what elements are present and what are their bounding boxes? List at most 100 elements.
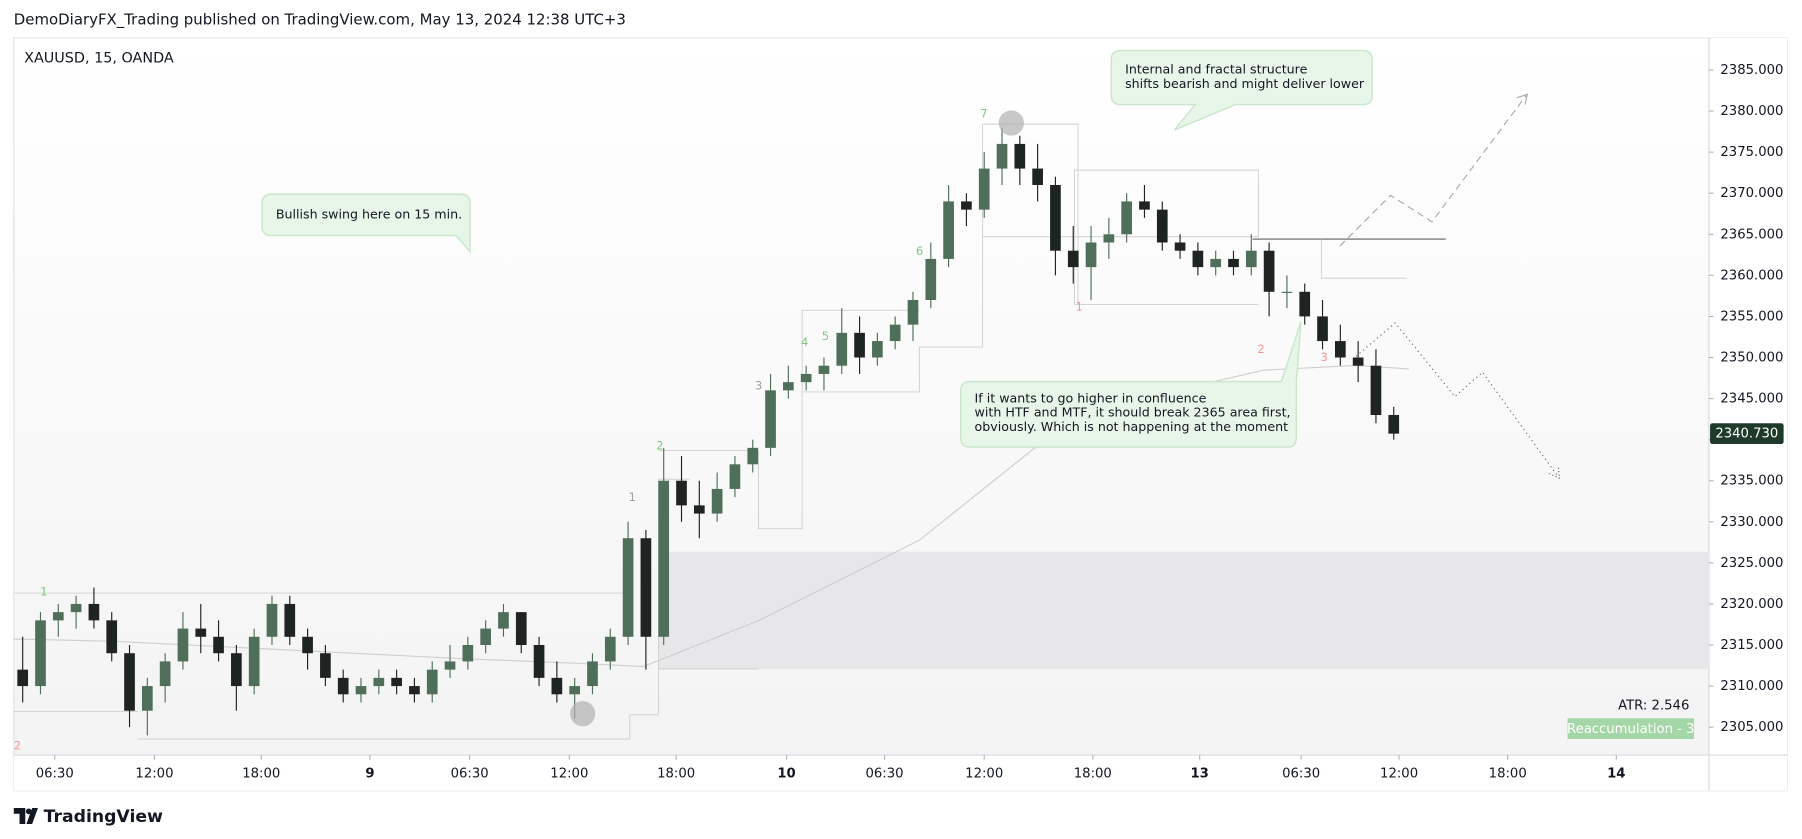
candle-body (17, 669, 29, 687)
y-tick-label: 2360.000 (1720, 268, 1783, 283)
y-tick-label: 2335.000 (1720, 474, 1783, 489)
y-tick-label: 2325.000 (1720, 556, 1783, 571)
candle-body (996, 143, 1008, 169)
y-tick-label: 2310.000 (1720, 679, 1783, 694)
candle-body (961, 201, 972, 210)
swing-marker (998, 110, 1024, 136)
candle-body (284, 603, 296, 637)
candle-body (52, 612, 64, 621)
candle-body (1156, 209, 1168, 243)
candle-body (818, 365, 830, 374)
candle-body (1245, 250, 1257, 268)
badge-box (1567, 718, 1694, 739)
x-tick-label: 18:00 (1074, 766, 1112, 781)
swing-label: 6 (916, 244, 923, 258)
last-price-label: 2340.730 (1715, 427, 1778, 442)
swing-label: 2 (14, 738, 21, 752)
candle-body (1139, 201, 1150, 210)
candle-body (978, 168, 990, 210)
chart-frame (13, 37, 1788, 792)
callout (1110, 49, 1373, 131)
atr: ATR: 2.546 (1618, 699, 1689, 714)
x-tick-label: 14 (1607, 766, 1625, 781)
candle-body (1263, 250, 1275, 292)
candle-body (1067, 250, 1079, 268)
y-tick-label: 2305.000 (1720, 720, 1783, 735)
last-price-box (1710, 423, 1784, 444)
candle-body (925, 258, 937, 300)
candle-body (533, 645, 545, 678)
candle-body (1210, 258, 1222, 268)
x-tick-label: 13 (1190, 766, 1208, 781)
time-axis (13, 755, 1709, 791)
structure-lines (13, 123, 1259, 740)
candle-body (783, 382, 794, 391)
x-tick-label: 06:30 (1282, 766, 1320, 781)
y-tick-label: 2375.000 (1720, 145, 1783, 160)
swing-label: 7 (980, 106, 987, 120)
candle-body (622, 538, 634, 637)
candle-body (1334, 341, 1346, 358)
candle-body (1388, 414, 1400, 434)
candle-body (1121, 201, 1133, 235)
swing-marker (570, 701, 596, 727)
candle-body (907, 299, 919, 325)
y-tick-label: 2370.000 (1720, 186, 1783, 201)
logo-icon (13, 807, 38, 825)
candle-body (729, 464, 741, 489)
x-tick-label: 06:30 (865, 766, 903, 781)
x-tick-label: 10 (777, 766, 795, 781)
candle-body (213, 636, 224, 654)
candle-body (302, 636, 313, 654)
candle-body (195, 628, 207, 637)
y-tick-label: 2315.000 (1720, 638, 1783, 653)
candle-body (35, 620, 46, 687)
x-tick-label: 06:30 (36, 766, 74, 781)
callout (960, 321, 1302, 448)
candle-body (640, 538, 652, 637)
candle-body (320, 653, 331, 678)
y-tick-label: 2355.000 (1720, 309, 1783, 324)
projection-down (1355, 322, 1559, 478)
candle-body (373, 677, 385, 687)
candle-body (231, 653, 242, 687)
y-tick-label: 2365.000 (1720, 227, 1783, 242)
callout-text: obviously. Which is not happening at the… (975, 419, 1289, 434)
x-tick-label: 06:30 (451, 766, 489, 781)
candle-body (106, 620, 118, 654)
candle-body (1299, 291, 1311, 317)
candle-body (1281, 291, 1293, 293)
x-tick-label: 18:00 (657, 766, 695, 781)
swing-label: 1 (1076, 299, 1083, 313)
header: DemoDiaryFX_Trading published on Trading… (14, 11, 626, 29)
y-tick-label: 2320.000 (1720, 597, 1783, 612)
arrow-head (1548, 466, 1561, 480)
candle-body (159, 661, 171, 687)
x-tick-label: 12:00 (965, 766, 1003, 781)
footer-brand: TradingView (44, 807, 163, 827)
swing-label: 1 (40, 584, 47, 598)
candle-body (587, 661, 598, 687)
x-tick-label: 12:00 (135, 766, 173, 781)
candle-body (141, 686, 153, 711)
candle-body (124, 653, 135, 711)
level-box (1321, 239, 1407, 279)
callout-text: shifts bearish and might deliver lower (1125, 76, 1365, 91)
candle-body (872, 341, 883, 358)
candle-body (444, 661, 456, 670)
candle-body (248, 636, 260, 687)
candle-body (1192, 250, 1204, 268)
swing-label: 3 (755, 379, 762, 393)
candle-body (409, 686, 420, 695)
candle-body (1352, 357, 1364, 366)
x-tick-label: 18:00 (242, 766, 280, 781)
candle-body (889, 324, 901, 342)
candles (17, 127, 1400, 736)
callout-text: If it wants to go higher in confluence (975, 390, 1207, 405)
candle-body (266, 603, 278, 637)
zone (658, 551, 1709, 669)
candle-body (1014, 143, 1026, 169)
candle-body (1085, 242, 1097, 268)
